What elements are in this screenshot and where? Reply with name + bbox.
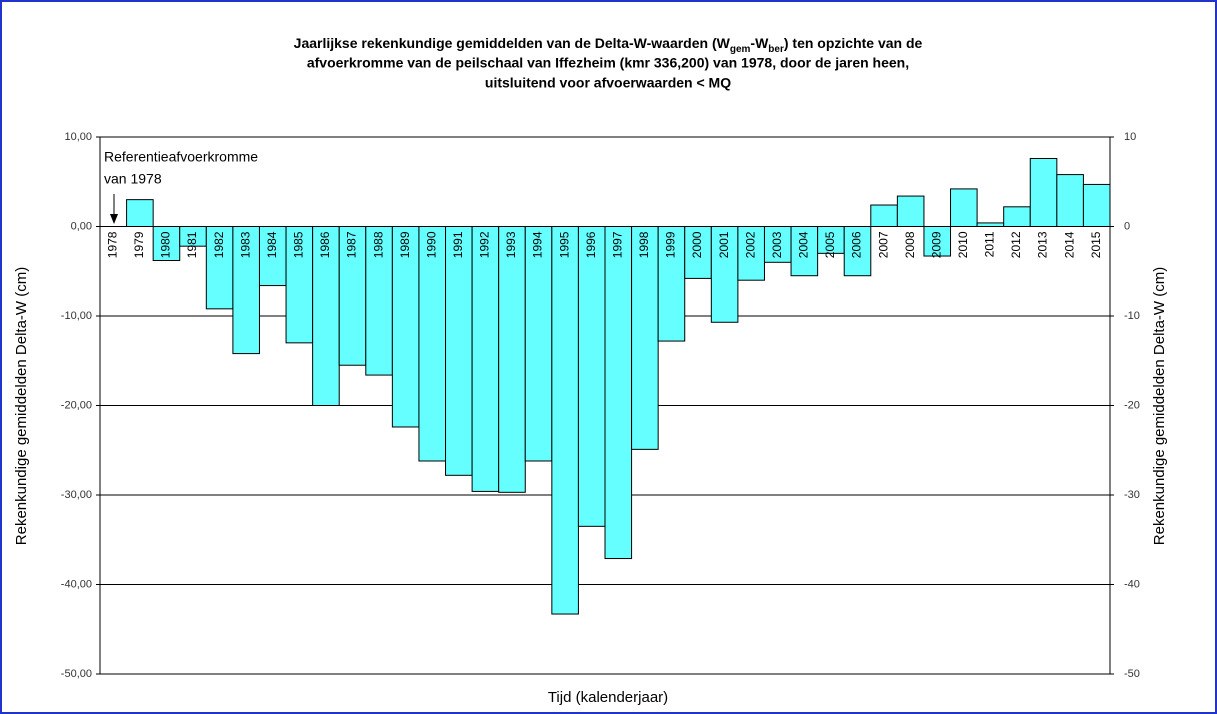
- title-part: ber: [768, 44, 784, 55]
- x-tick-label: 1980: [159, 231, 173, 258]
- bar: [445, 226, 473, 476]
- bar: [126, 199, 154, 227]
- chart-title: Jaarlijkse rekenkundige gemiddelden van …: [294, 35, 923, 55]
- x-tick-label: 2000: [690, 231, 704, 258]
- x-tick-label: 1996: [584, 231, 598, 258]
- x-tick-label: 1997: [610, 231, 624, 258]
- bar: [338, 226, 367, 366]
- bar: [763, 226, 792, 263]
- y-tick-label: -30,00: [61, 489, 92, 501]
- x-tick-label: 2007: [876, 231, 890, 258]
- x-tick-label: 1982: [212, 231, 226, 258]
- y2-tick-label: -20: [1124, 399, 1140, 411]
- bar: [976, 222, 1005, 227]
- y2-tick-label: -10: [1124, 310, 1140, 322]
- plot-frame: [99, 136, 1111, 675]
- y-tick-label: -20,00: [61, 399, 92, 411]
- bar: [232, 226, 260, 355]
- x-tick-label: 1979: [132, 231, 146, 258]
- annotation: van 1978: [104, 171, 162, 187]
- title-part: -W: [750, 35, 769, 51]
- y-tick-label: 10,00: [64, 131, 92, 143]
- x-tick-label: 1994: [531, 231, 545, 258]
- x-tick-label: 1985: [292, 231, 306, 258]
- y-tick-label: -50,00: [61, 668, 92, 680]
- bar: [604, 226, 633, 560]
- bar: [524, 226, 553, 462]
- annotation-arrow-head: [110, 214, 118, 224]
- x-tick-label: 2002: [743, 231, 757, 258]
- title-part: ) ten opzichte van de: [784, 35, 923, 51]
- y2-tick-label: -40: [1124, 578, 1140, 590]
- x-tick-label: 1984: [265, 231, 279, 258]
- bar: [710, 226, 739, 323]
- chart-title: uitsluitend voor afvoerwaarden < MQ: [485, 75, 731, 91]
- x-tick-label: 2011: [983, 231, 997, 257]
- x-tick-label: 2013: [1036, 231, 1050, 258]
- x-tick-label: 2008: [903, 231, 917, 258]
- x-tick-label: 2012: [1009, 231, 1023, 258]
- bar: [1082, 183, 1111, 227]
- bar: [577, 226, 606, 527]
- bar: [312, 226, 340, 406]
- x-tick-label: 1998: [637, 231, 651, 258]
- y2-tick-label: 0: [1124, 220, 1130, 232]
- title-part: gem: [730, 44, 751, 55]
- bar: [471, 226, 500, 492]
- bar: [205, 226, 234, 310]
- x-tick-label: 2015: [1089, 231, 1103, 258]
- x-tick-label: 1983: [238, 231, 252, 258]
- bar: [418, 226, 447, 462]
- y-tick-label: -40,00: [61, 578, 92, 590]
- x-tick-label: 1992: [478, 231, 492, 258]
- y2-axis-label: Rekenkundige gemiddelden Delta-W (cm): [1151, 267, 1168, 545]
- x-tick-label: 1981: [185, 231, 199, 258]
- x-tick-label: 1988: [371, 231, 385, 258]
- bar: [684, 226, 712, 279]
- x-tick-label: 1987: [345, 231, 359, 258]
- y-tick-label: -10,00: [61, 310, 92, 322]
- bar: [950, 188, 978, 228]
- bar: [1003, 206, 1031, 227]
- bar: [843, 226, 872, 277]
- title-part: Jaarlijkse rekenkundige gemiddelden van …: [294, 35, 731, 51]
- bar: [1029, 157, 1058, 227]
- x-tick-label: 1993: [504, 231, 518, 258]
- x-tick-label: 2014: [1062, 231, 1076, 258]
- x-tick-label: 2003: [770, 231, 784, 258]
- x-tick-label: 2009: [929, 231, 943, 258]
- x-tick-label: 1986: [318, 231, 332, 258]
- x-tick-label: 1978: [105, 231, 119, 258]
- bar: [498, 226, 526, 493]
- annotation: Referentieafvoerkromme: [104, 149, 258, 165]
- bar: [631, 226, 659, 450]
- x-tick-label: 1991: [451, 231, 465, 258]
- x-tick-label: 2005: [823, 231, 837, 258]
- y2-tick-label: -50: [1124, 668, 1140, 680]
- bar: [870, 204, 898, 228]
- chart-title: afvoerkromme van de peilschaal van Iffez…: [307, 55, 909, 71]
- bar: [551, 226, 579, 615]
- bar: [1056, 174, 1084, 227]
- x-tick-label: 1999: [664, 231, 678, 258]
- x-tick-label: 1995: [557, 231, 571, 258]
- bar: [285, 226, 314, 344]
- x-tick-label: 2004: [797, 231, 811, 258]
- x-tick-label: 1989: [398, 231, 412, 258]
- x-axis-label: Tijd (kalenderjaar): [548, 689, 668, 706]
- y2-tick-label: 10: [1124, 131, 1136, 143]
- y2-tick-label: -30: [1124, 489, 1140, 501]
- bar: [923, 226, 952, 257]
- x-tick-label: 1990: [424, 231, 438, 258]
- x-tick-label: 2010: [956, 231, 970, 258]
- y-axis-label: Rekenkundige gemiddelden Delta-W (cm): [13, 267, 30, 545]
- bar: [896, 195, 925, 228]
- x-tick-label: 2006: [850, 231, 864, 258]
- x-tick-label: 2001: [717, 231, 731, 258]
- y-tick-label: 0,00: [71, 220, 92, 232]
